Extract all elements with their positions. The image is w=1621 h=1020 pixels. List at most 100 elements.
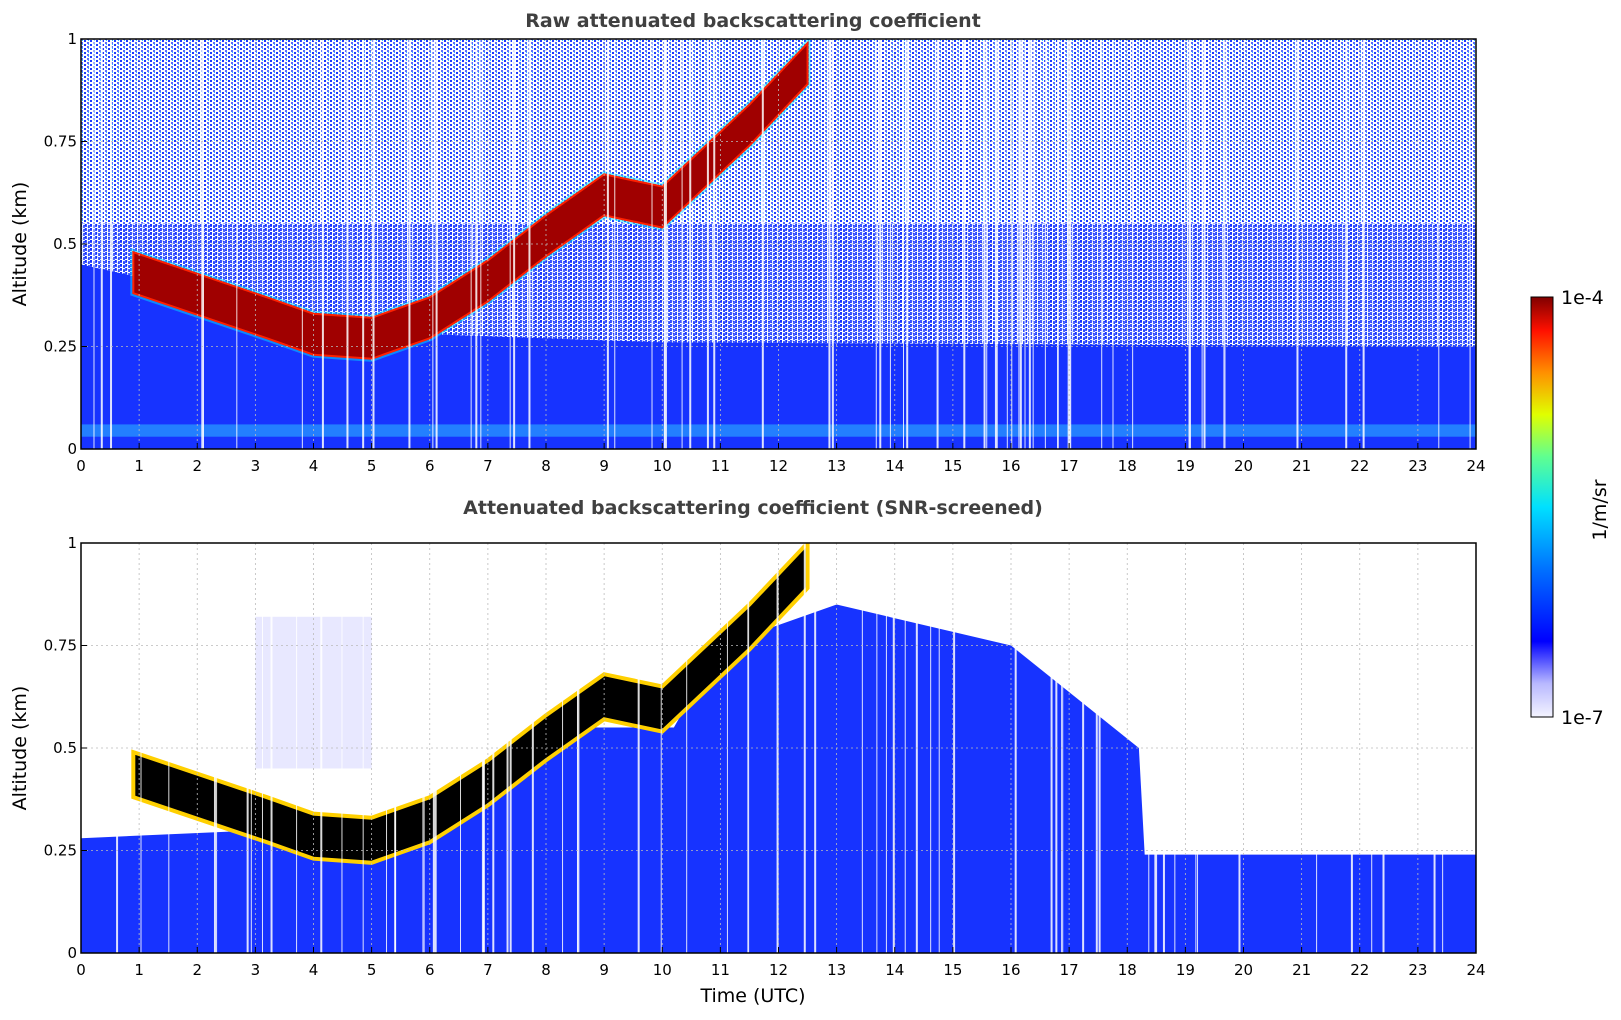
data-gap [1469,39,1471,449]
data-gap [953,543,956,953]
data-gap [902,39,904,449]
data-gap [803,543,806,953]
data-gap [889,39,891,449]
x-tick-label: 9 [599,457,609,475]
y-tick-label: 1 [67,30,77,48]
data-gap [513,39,516,449]
data-gap [1044,39,1046,449]
data-gap [1195,543,1197,953]
raw-y-ticks: 0 0.25 0.5 0.75 1 [44,30,87,458]
data-gap [1019,39,1022,449]
x-tick-label: 8 [541,961,551,979]
data-gap [1057,39,1059,449]
colorbar-max-label: 1e-4 [1561,287,1604,309]
x-tick-label: 2 [192,961,202,979]
data-gap [492,543,495,953]
x-tick-label: 14 [885,961,904,979]
raw-panel-title: Raw attenuated backscattering coefficien… [525,10,981,32]
x-tick-label: 23 [1408,961,1427,979]
screened-y-ticks: 0 0.25 0.5 0.75 1 [44,534,87,962]
data-gap [1028,39,1031,449]
y-tick-label: 0.75 [44,133,77,151]
x-tick-label: 18 [1118,961,1137,979]
data-gap [904,543,906,953]
x-tick-label: 21 [1292,961,1311,979]
x-tick-label: 21 [1292,457,1311,475]
data-gap [1203,39,1206,449]
x-tick-label: 14 [885,457,904,475]
x-tick-label: 2 [192,457,202,475]
x-tick-label: 17 [1060,457,1079,475]
data-gap [814,543,817,953]
x-tick-label: 11 [711,457,730,475]
y-tick-label: 0.5 [53,235,77,253]
data-gap [168,543,170,953]
x-tick-label: 7 [483,457,493,475]
x-tick-label: 10 [653,961,672,979]
data-gap [460,543,462,953]
x-tick-label: 20 [1234,961,1253,979]
x-tick-label: 10 [653,457,672,475]
data-gap [1098,543,1101,953]
x-tick-label: 6 [425,961,435,979]
x-tick-label: 5 [367,457,377,475]
data-gap [828,39,831,449]
x-tick-label: 7 [483,961,493,979]
data-gap [713,39,716,449]
data-gap [362,543,364,953]
data-gap [1438,39,1440,449]
x-tick-label: 22 [1350,961,1369,979]
x-tick-label: 23 [1408,457,1427,475]
data-gap [528,39,531,449]
data-gap [1362,39,1365,449]
screened-backscatter-panel: Attenuated backscattering coefficient (S… [9,497,1486,1007]
data-gap [423,543,425,953]
data-gap [614,39,616,449]
screened-panel-title: Attenuated backscattering coefficient (S… [463,497,1043,519]
x-tick-label: 24 [1466,961,1485,979]
data-gap [213,543,216,953]
x-tick-label: 0 [76,457,86,475]
y-tick-label: 0.5 [53,739,77,757]
x-tick-label: 24 [1466,457,1485,475]
data-gap [482,543,485,953]
x-tick-label: 1 [134,457,144,475]
data-gap [892,543,895,953]
data-gap [1174,543,1176,953]
raw-backscatter-panel: Raw attenuated backscattering coefficien… [9,10,1486,475]
data-gap [1224,39,1226,449]
y-tick-label: 0.25 [44,842,77,860]
data-gap [1154,543,1156,953]
data-gap [1024,39,1026,449]
screened-y-axis-label: Altitude (km) [9,686,31,811]
data-gap [408,39,411,449]
x-tick-label: 0 [76,961,86,979]
x-tick-label: 19 [1176,457,1195,475]
x-tick-label: 4 [309,961,319,979]
raw-y-axis-label: Altitude (km) [9,182,31,307]
data-gap [689,39,692,449]
data-gap [1382,543,1385,953]
x-tick-label: 17 [1060,961,1079,979]
y-tick-label: 0.25 [44,338,77,356]
x-tick-label: 6 [425,457,435,475]
data-gap [394,543,397,953]
x-tick-label: 3 [251,961,261,979]
x-tick-label: 18 [1118,457,1137,475]
colorbar-unit-label: 1/m/sr [1589,479,1611,540]
data-gap [664,39,667,449]
y-tick-label: 1 [67,534,77,552]
data-gap [963,39,966,449]
x-tick-label: 16 [1001,961,1020,979]
data-gap [577,543,580,953]
y-tick-label: 0.75 [44,637,77,655]
y-tick-label: 0 [67,944,77,962]
data-gap [1018,39,1020,449]
x-tick-label: 8 [541,457,551,475]
data-gap [1238,543,1241,953]
screened-x-ticks: 0 1 2 3 4 5 6 7 8 9 10 11 12 13 14 15 16 17 18 19 20 21 22 23 24 [76,947,1486,979]
x-tick-label: 12 [769,961,788,979]
raw-gridlines [80,38,1477,450]
data-gap [1069,39,1072,449]
